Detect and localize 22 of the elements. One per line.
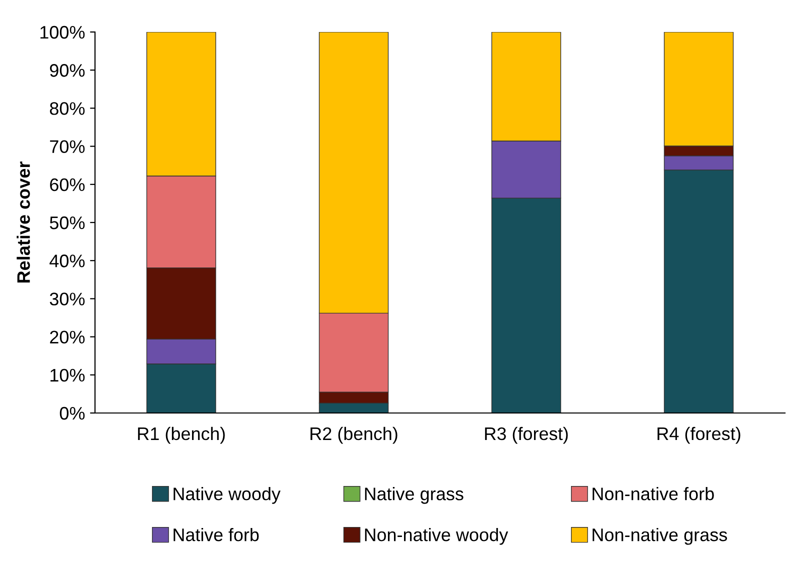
y-tick-label: 40% xyxy=(50,254,85,268)
legend-label: Non-native woody xyxy=(365,528,508,545)
y-tick-label: 20% xyxy=(50,330,85,344)
legend-label: Native grass xyxy=(365,487,464,504)
legend-label: Native woody xyxy=(174,487,281,504)
y-tick-label: 30% xyxy=(50,292,85,306)
x-tick-label: R3 (forest) xyxy=(485,426,568,444)
legend-label: Native forb xyxy=(174,528,259,542)
y-tick-label: 60% xyxy=(50,178,85,192)
y-tick-label: 50% xyxy=(50,216,85,230)
y-tick-label: 80% xyxy=(50,102,85,115)
x-tick-label: R4 (forest) xyxy=(658,426,740,444)
x-tick-label: R1 (bench) xyxy=(138,426,225,444)
x-tick-label: R2 (bench) xyxy=(310,426,398,444)
legend-label: Non-native grass xyxy=(592,528,728,545)
y-tick-label: 0% xyxy=(60,406,85,420)
y-tick-label: 70% xyxy=(50,140,85,154)
legend-label: Non-native forb xyxy=(592,487,714,500)
y-tick-label: 10% xyxy=(50,368,85,382)
y-tick-label: 90% xyxy=(50,64,85,77)
y-tick-label: 100% xyxy=(40,26,85,39)
y-axis-title: Relative cover xyxy=(16,162,30,283)
